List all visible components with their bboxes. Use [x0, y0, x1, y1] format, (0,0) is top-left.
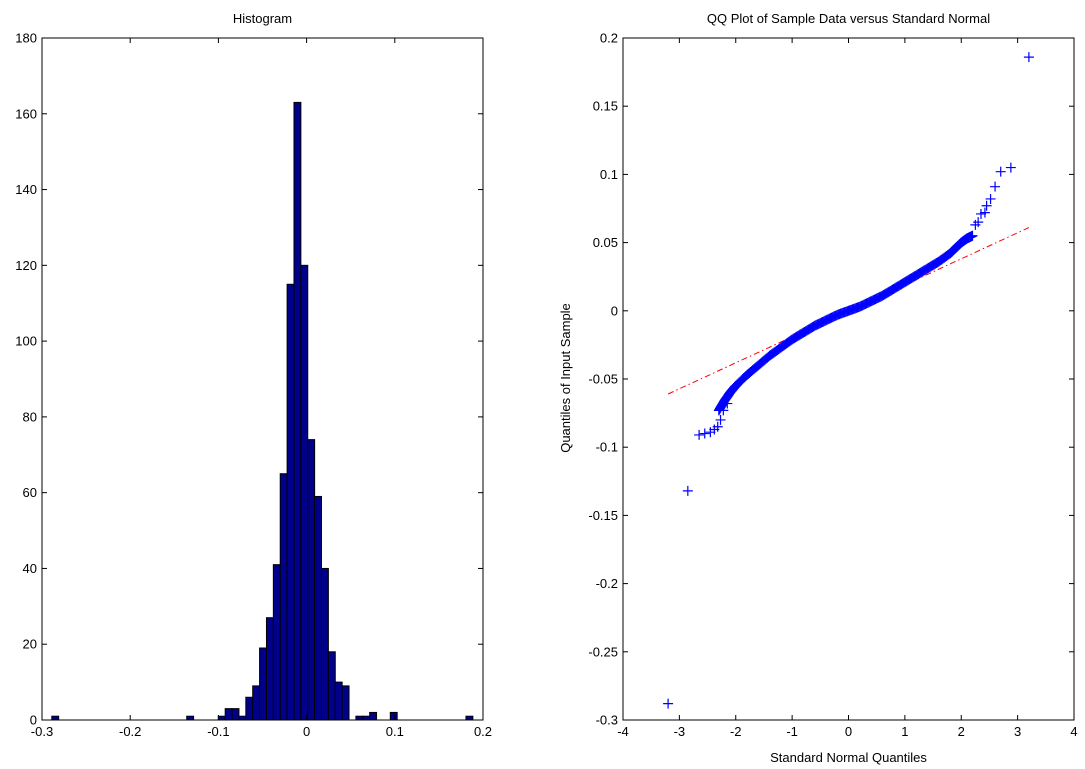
histogram-bar [314, 495, 323, 721]
hist-ytick-label: 100 [15, 334, 37, 349]
qq-point-marker [975, 208, 986, 219]
qq-point-marker [722, 398, 733, 409]
histogram-bar [279, 473, 288, 721]
histogram-bar [362, 715, 371, 721]
qq-point-marker [970, 219, 981, 230]
hist-xtick-label: -0.1 [207, 724, 229, 739]
hist-ytick-label: 0 [30, 713, 37, 728]
qq-ytick-label: 0.15 [593, 99, 618, 114]
hist-ytick-label: 40 [23, 561, 37, 576]
qq-ytick-label: -0.2 [596, 576, 618, 591]
hist-xtick-label: 0.1 [386, 724, 404, 739]
histogram-title: Histogram [233, 11, 292, 26]
histogram-bar [186, 715, 195, 721]
histogram-bar [252, 685, 261, 721]
qq-point-marker [1005, 162, 1016, 173]
qq-point-marker [715, 414, 726, 425]
hist-ytick-label: 60 [23, 485, 37, 500]
histogram-bar [217, 715, 226, 721]
qq-point-marker [712, 421, 723, 432]
histogram-bar [327, 651, 336, 721]
histogram-bar [224, 708, 233, 721]
qq-plot: QQ Plot of Sample Data versus Standard N… [558, 11, 1078, 765]
hist-ytick-label: 80 [23, 409, 37, 424]
hist-xtick-label: -0.3 [31, 724, 53, 739]
qq-point-marker [981, 200, 992, 211]
qq-xtick-label: 0 [845, 724, 852, 739]
qq-point-marker [973, 217, 984, 228]
histogram-bar [334, 681, 343, 721]
hist-ytick-label: 120 [15, 258, 37, 273]
hist-xtick-label: 0 [303, 724, 310, 739]
qq-title: QQ Plot of Sample Data versus Standard N… [707, 11, 990, 26]
histogram-bar [51, 715, 60, 721]
hist-ytick-label: 180 [15, 31, 37, 46]
hist-ytick-label: 140 [15, 182, 37, 197]
histogram-bar [307, 439, 316, 721]
qq-xtick-label: 1 [901, 724, 908, 739]
qq-point-marker [995, 166, 1006, 177]
histogram-bar [286, 283, 295, 721]
qq-xtick-label: -4 [617, 724, 629, 739]
hist-ytick-label: 160 [15, 106, 37, 121]
hist-ytick-label: 20 [23, 637, 37, 652]
histogram-bar [389, 711, 398, 721]
qq-point-marker [705, 427, 716, 438]
qq-ytick-label: -0.15 [588, 508, 618, 523]
histogram-bar [272, 564, 281, 721]
qq-xtick-label: 3 [1014, 724, 1021, 739]
hist-xtick-label: -0.2 [119, 724, 141, 739]
histogram-bar [300, 264, 309, 721]
histogram-axes: -0.3 -0.2 -0.1 0 0.1 0.2 0 20 40 60 80 100 120 140 160… [15, 31, 492, 740]
qq-point-marker [694, 429, 705, 440]
qq-point-marker [967, 230, 978, 241]
qq-xtick-label: -1 [786, 724, 798, 739]
qq-point-marker [718, 405, 729, 416]
hist-xtick-label: 0.2 [474, 724, 492, 739]
qq-xtick-label: 4 [1070, 724, 1077, 739]
qq-points [663, 52, 1034, 709]
qq-axes: -4 -3 -2 -1 0 1 2 3 4 -0.3 -0.25 -0.2 -0.15 -0.1 -0.05… [588, 31, 1077, 740]
qq-point-marker [979, 207, 990, 218]
qq-axes-box [622, 37, 1075, 721]
qq-xtick-label: -2 [730, 724, 742, 739]
qq-point-marker [663, 698, 674, 709]
histogram-bar [341, 685, 350, 721]
qq-xtick-label: -3 [674, 724, 686, 739]
histogram-bar [231, 708, 240, 721]
qq-point-marker [699, 428, 710, 439]
histogram-bar [465, 715, 474, 721]
qq-ytick-label: -0.05 [588, 372, 618, 387]
histogram-bar [245, 696, 254, 721]
qq-point-marker [990, 181, 1001, 192]
qq-point-marker [985, 193, 996, 204]
qq-ytick-label: 0.2 [600, 31, 618, 46]
qq-ytick-label: 0 [611, 303, 618, 318]
qq-point-marker [1023, 52, 1034, 63]
histogram-bar [259, 647, 267, 721]
histogram-bar [238, 715, 247, 721]
qq-ylabel: Quantiles of Input Sample [558, 303, 573, 453]
qq-point-marker [682, 485, 693, 496]
hist-axes-box [41, 37, 484, 721]
histogram-bar [321, 567, 329, 721]
qq-ytick-label: -0.3 [596, 713, 618, 728]
histogram-bar [293, 101, 302, 721]
histogram-bars [51, 101, 474, 721]
qq-ytick-label: -0.25 [588, 644, 618, 659]
qq-xlabel: Standard Normal Quantiles [770, 750, 927, 765]
qq-xtick-label: 2 [958, 724, 965, 739]
histogram-bar [355, 715, 364, 721]
histogram-bar [265, 617, 274, 721]
qq-ytick-label: 0.1 [600, 167, 618, 182]
histogram-plot: Histogram -0.3 -0.2 -0.1 0 0.1 0.2 0 20 40 60 80 10… [15, 11, 492, 739]
qq-ytick-label: -0.1 [596, 440, 618, 455]
histogram-bar [369, 711, 378, 721]
qq-ytick-label: 0.05 [593, 235, 618, 250]
